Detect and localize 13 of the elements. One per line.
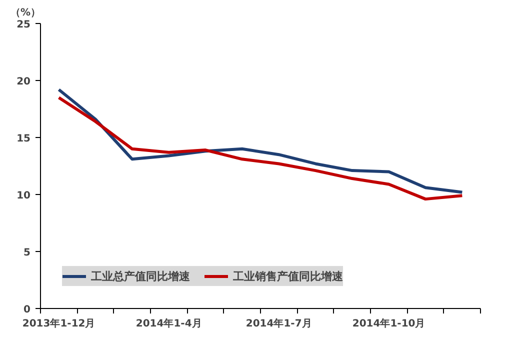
y-tick-label: 15 [16,134,31,144]
y-axis-title: （%） [10,8,41,18]
y-tick-label: 0 [24,304,31,316]
y-tick-label: 20 [16,76,31,88]
y-tick-label: 5 [24,248,31,258]
x-tick-label: 2013年1-12月 [22,318,96,330]
y-tick-label: 10 [16,190,31,202]
legend-label: 工业销售产值同比增速 [233,268,343,284]
x-tick-label: 2014年1-7月 [246,318,312,330]
legend-label: 工业总产值同比增速 [91,268,190,284]
x-tick-label: 2014年1-4月 [136,318,202,330]
x-tick-label: 2014年1-10月 [352,318,426,330]
y-tick-label: 25 [16,20,31,30]
